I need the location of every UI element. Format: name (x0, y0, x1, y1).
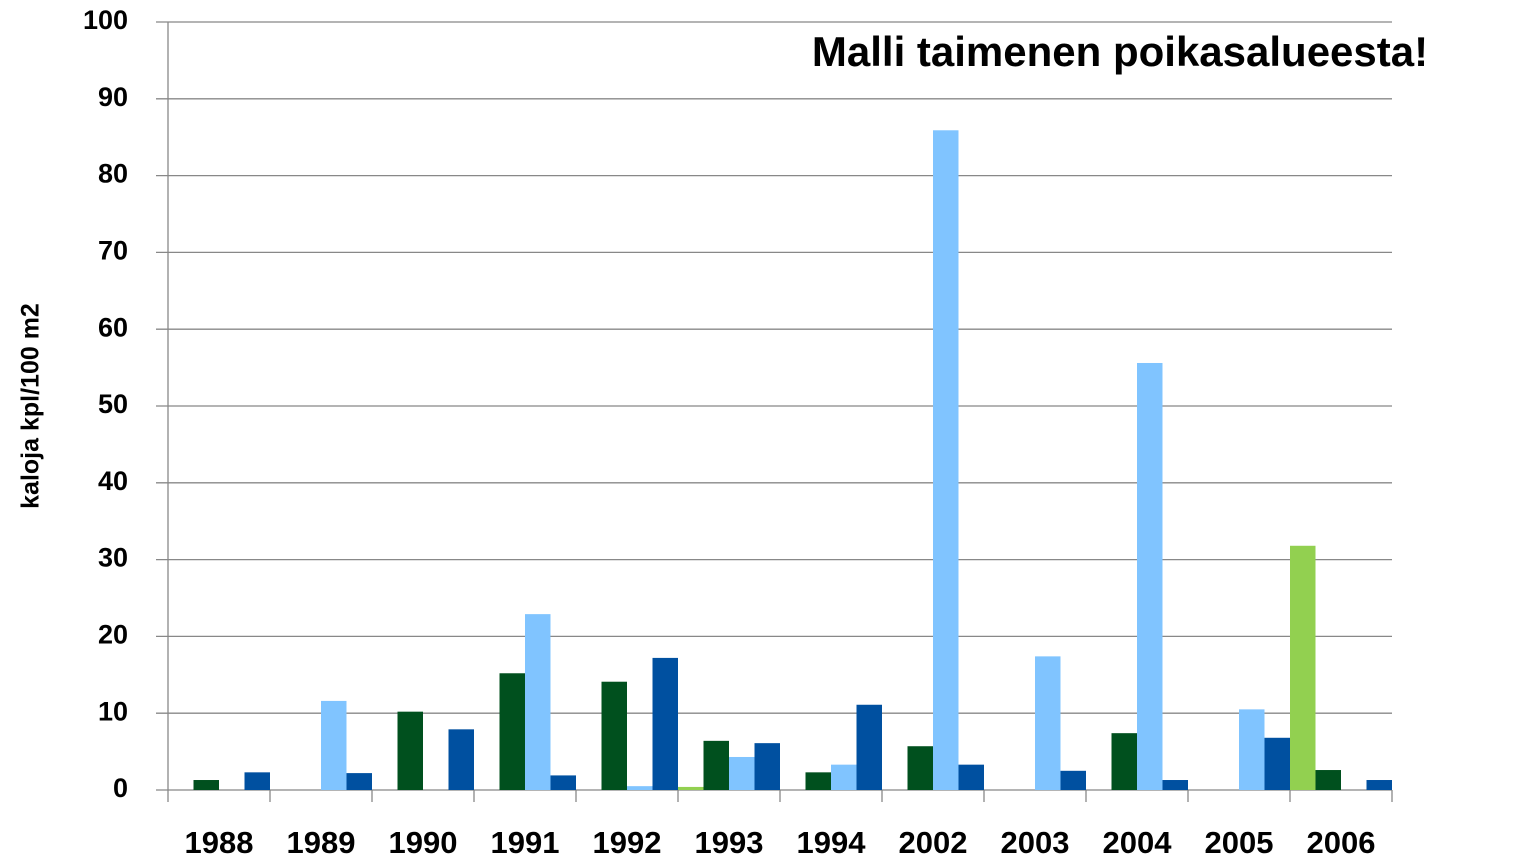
bar (601, 681, 627, 790)
bar (193, 780, 219, 790)
x-tick-label: 2005 (1205, 825, 1274, 860)
y-tick-label: 40 (98, 466, 128, 496)
bar (397, 711, 423, 790)
bar (907, 746, 933, 790)
bar (1111, 733, 1137, 790)
bar (933, 130, 959, 791)
x-tick-label: 2004 (1103, 825, 1173, 860)
bar (1137, 362, 1163, 790)
bar (448, 729, 474, 790)
x-tick-label: 1994 (797, 825, 867, 860)
bar (499, 673, 525, 790)
bar (754, 743, 780, 790)
bar (244, 772, 270, 790)
bar (729, 756, 755, 790)
x-tick-label: 2003 (1001, 825, 1070, 860)
bar (525, 614, 551, 790)
x-tick-label: 1990 (389, 825, 458, 860)
chart-title: Malli taimenen poikasalueesta! (812, 28, 1428, 75)
y-tick-label: 100 (83, 5, 128, 35)
bar (958, 764, 984, 790)
bar (1290, 545, 1316, 790)
y-tick-label: 50 (98, 389, 128, 419)
x-tick-label: 2002 (899, 825, 968, 860)
bar (1060, 770, 1086, 790)
bar (831, 764, 857, 790)
bar (627, 786, 653, 790)
x-tick-label: 1989 (287, 825, 356, 860)
bar (1035, 656, 1061, 790)
bar (1264, 737, 1290, 790)
bar (652, 657, 678, 790)
x-tick-label: 1991 (491, 825, 560, 860)
bar (346, 773, 372, 790)
y-tick-label: 80 (98, 159, 128, 189)
bar (703, 740, 729, 790)
y-tick-label: 60 (98, 312, 128, 342)
y-tick-label: 0 (113, 773, 128, 803)
y-tick-label: 10 (98, 696, 128, 726)
y-tick-label: 20 (98, 620, 128, 650)
bar (321, 700, 347, 790)
y-tick-label: 90 (98, 82, 128, 112)
bar (1162, 780, 1188, 790)
bar (1315, 770, 1341, 790)
y-tick-label: 30 (98, 543, 128, 573)
y-axis-label: kaloja kpl/100 m2 (17, 303, 45, 509)
bar (1366, 780, 1392, 790)
x-tick-label: 1993 (695, 825, 764, 860)
bar (805, 772, 831, 790)
bar (1239, 709, 1265, 790)
y-tick-label: 70 (98, 236, 128, 266)
bar (678, 786, 704, 790)
bar (856, 704, 882, 790)
x-tick-label: 2006 (1307, 825, 1376, 860)
x-tick-label: 1992 (593, 825, 662, 860)
bar (550, 775, 576, 790)
x-tick-label: 1988 (185, 825, 254, 860)
